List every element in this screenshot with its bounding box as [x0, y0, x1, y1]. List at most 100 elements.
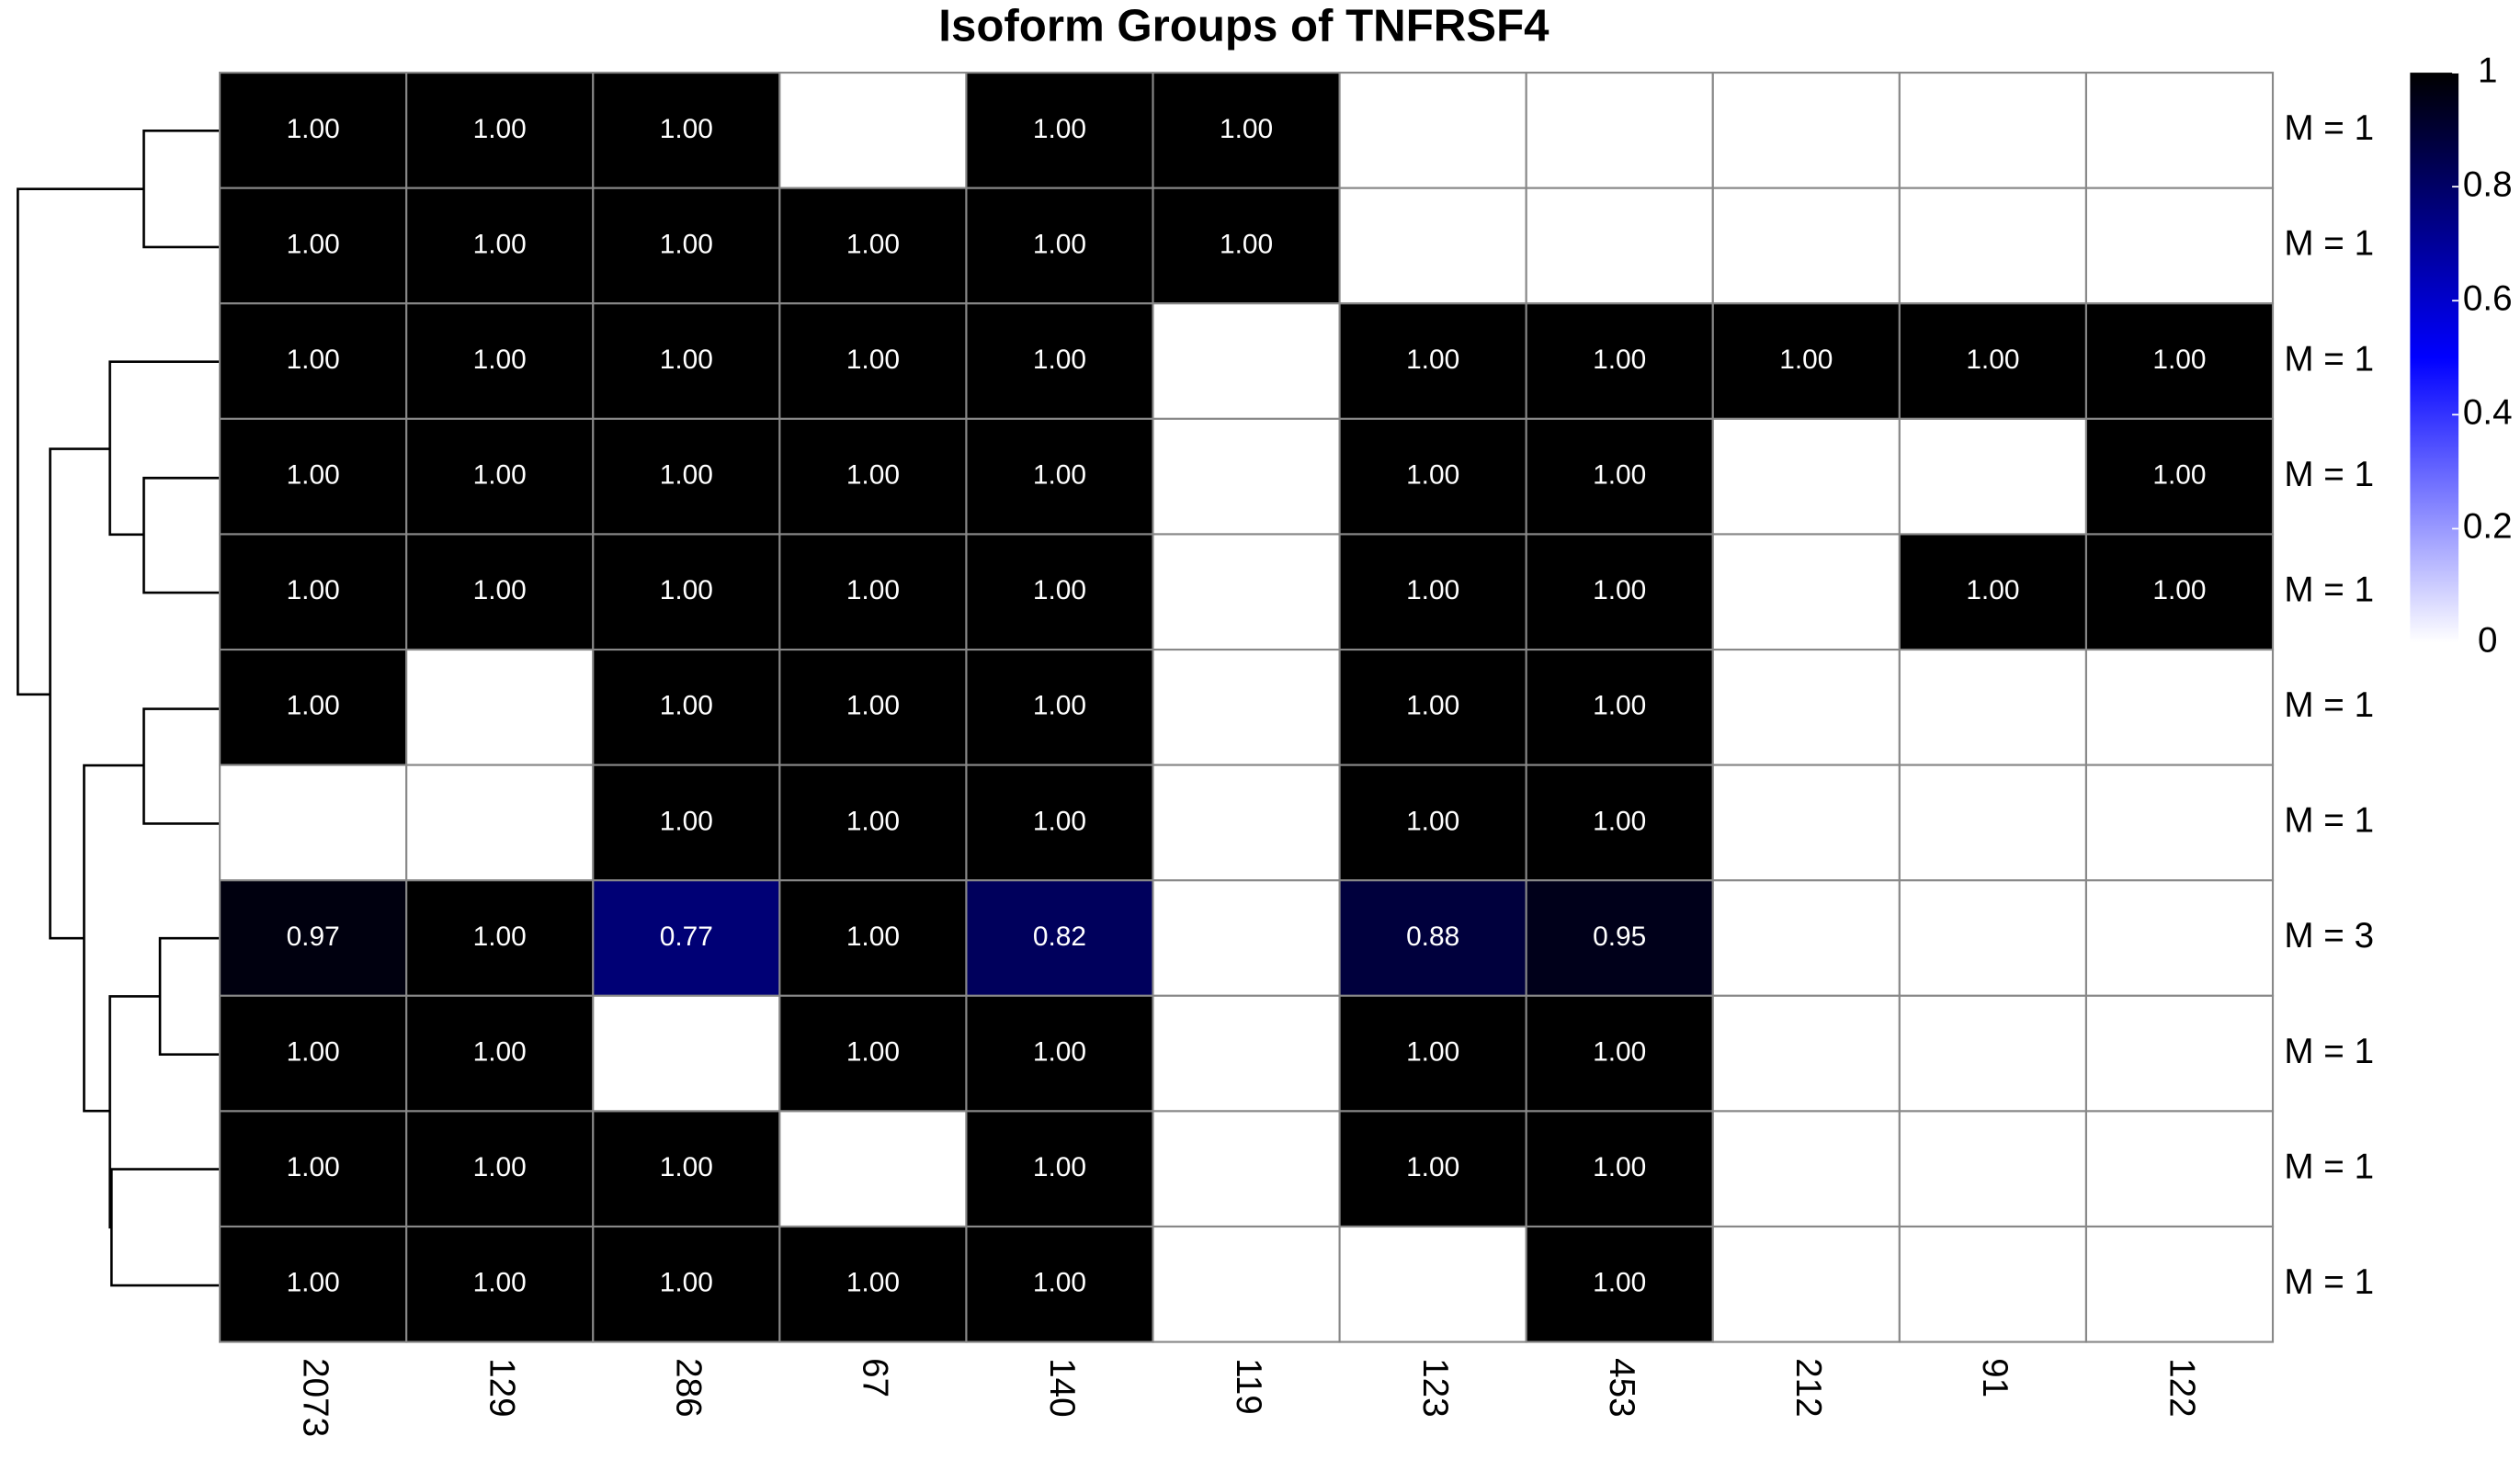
empty-cell: [1898, 417, 2087, 536]
empty-cell: [1711, 879, 1901, 997]
cell-label: 0.95: [1593, 922, 1646, 952]
cell: [778, 648, 968, 766]
colorbar-tick-label: 1: [2478, 51, 2498, 90]
empty-cell: [1152, 417, 1341, 536]
cell: [965, 533, 1154, 651]
cell: [1338, 302, 1527, 420]
empty-cell: [2084, 187, 2275, 305]
row-label: M = 1: [2284, 801, 2374, 841]
cell-label: 1.00: [1593, 691, 1646, 721]
cell-label: 1.00: [1033, 691, 1086, 721]
cell: [778, 533, 968, 651]
cell: [965, 994, 1154, 1113]
column-label: 119: [1229, 1358, 1268, 1415]
cell-label: 1.00: [1033, 806, 1086, 836]
row-label: M = 1: [2284, 570, 2374, 609]
cell-label: 1.00: [473, 1268, 527, 1298]
cell-label: 0.82: [1033, 922, 1086, 952]
colorbar: [2410, 73, 2459, 643]
cell: [592, 1225, 781, 1343]
cell-label: 1.00: [287, 691, 340, 721]
row-label: M = 3: [2284, 916, 2374, 956]
colorbar-tick-label: 0.8: [2463, 164, 2513, 204]
cell: [219, 879, 408, 997]
cell: [405, 879, 595, 997]
cell-label: 1.00: [660, 345, 713, 375]
empty-cell: [778, 72, 968, 189]
cell: [1898, 533, 2087, 651]
empty-cell: [1152, 763, 1341, 882]
empty-cell: [2084, 1110, 2275, 1228]
cell: [965, 417, 1154, 536]
cell-label: 1.00: [287, 575, 340, 605]
cell-label: 1.00: [1033, 1036, 1086, 1067]
cell-label: 1.00: [1779, 345, 1833, 375]
cell-label: 0.77: [660, 922, 713, 952]
cell: [965, 1225, 1154, 1343]
empty-cell: [1338, 72, 1527, 189]
cell-label: 1.00: [1033, 114, 1086, 144]
cell: [778, 1225, 968, 1343]
cell: [1525, 533, 1714, 651]
cell-label: 1.00: [1033, 1268, 1086, 1298]
cell-label: 1.00: [1406, 1152, 1459, 1182]
colorbar-tick-label: 0: [2478, 621, 2498, 661]
cell: [219, 187, 408, 305]
cell-label: 1.00: [660, 691, 713, 721]
empty-cell: [2084, 648, 2275, 766]
empty-cell: [1338, 187, 1527, 305]
cell-label: 1.00: [1220, 114, 1273, 144]
empty-cell: [2084, 879, 2275, 997]
empty-cell: [2084, 1225, 2275, 1343]
cell-label: 1.00: [287, 1268, 340, 1298]
cell-label: 1.00: [1966, 345, 2019, 375]
cell: [965, 879, 1154, 997]
cell-label: 1.00: [1033, 229, 1086, 259]
cell-label: 1.00: [473, 1152, 527, 1182]
cell: [2084, 533, 2275, 651]
cell-label: 1.00: [473, 460, 527, 491]
cell-label: 1.00: [660, 575, 713, 605]
cell: [965, 187, 1154, 305]
cell-label: 1.00: [1033, 460, 1086, 491]
cell-label: 1.00: [2152, 575, 2206, 605]
column-label: 129: [482, 1358, 522, 1417]
cell: [592, 187, 781, 305]
cell-label: 1.00: [1220, 229, 1273, 259]
empty-cell: [778, 1110, 968, 1228]
cell-label: 1.00: [660, 229, 713, 259]
empty-cell: [1711, 994, 1901, 1113]
empty-cell: [1898, 1225, 2087, 1343]
row-label: M = 1: [2284, 685, 2374, 725]
colorbar-tick-label: 0.6: [2463, 278, 2513, 318]
row-label: M = 1: [2284, 339, 2374, 379]
colorbar-tick-label: 0.2: [2463, 507, 2513, 547]
cell-label: 1.00: [1966, 575, 2019, 605]
empty-cell: [1711, 1225, 1901, 1343]
row-label: M = 1: [2284, 455, 2374, 494]
empty-cell: [1898, 187, 2087, 305]
cell: [1525, 763, 1714, 882]
empty-cell: [405, 648, 595, 766]
cell-label: 1.00: [846, 806, 900, 836]
empty-cell: [2084, 994, 2275, 1113]
row-label: M = 1: [2284, 1262, 2374, 1302]
cell-label: 0.97: [287, 922, 340, 952]
cell-label: 0.88: [1406, 922, 1459, 952]
empty-cell: [1711, 187, 1901, 305]
empty-cell: [405, 763, 595, 882]
empty-cell: [1152, 533, 1341, 651]
row-label: M = 1: [2284, 1032, 2374, 1071]
cell: [219, 1225, 408, 1343]
dendrogram: [17, 130, 221, 1287]
cell: [1338, 417, 1527, 536]
cell: [405, 302, 595, 420]
colorbar-tick-label: 0.4: [2463, 393, 2513, 433]
empty-cell: [1898, 648, 2087, 766]
empty-cell: [592, 994, 781, 1113]
cell: [405, 1110, 595, 1228]
cell-label: 1.00: [1406, 460, 1459, 491]
chart-title: Isoform Groups of TNFRSF4: [938, 1, 1549, 51]
cell-label: 1.00: [1593, 806, 1646, 836]
cell: [405, 187, 595, 305]
